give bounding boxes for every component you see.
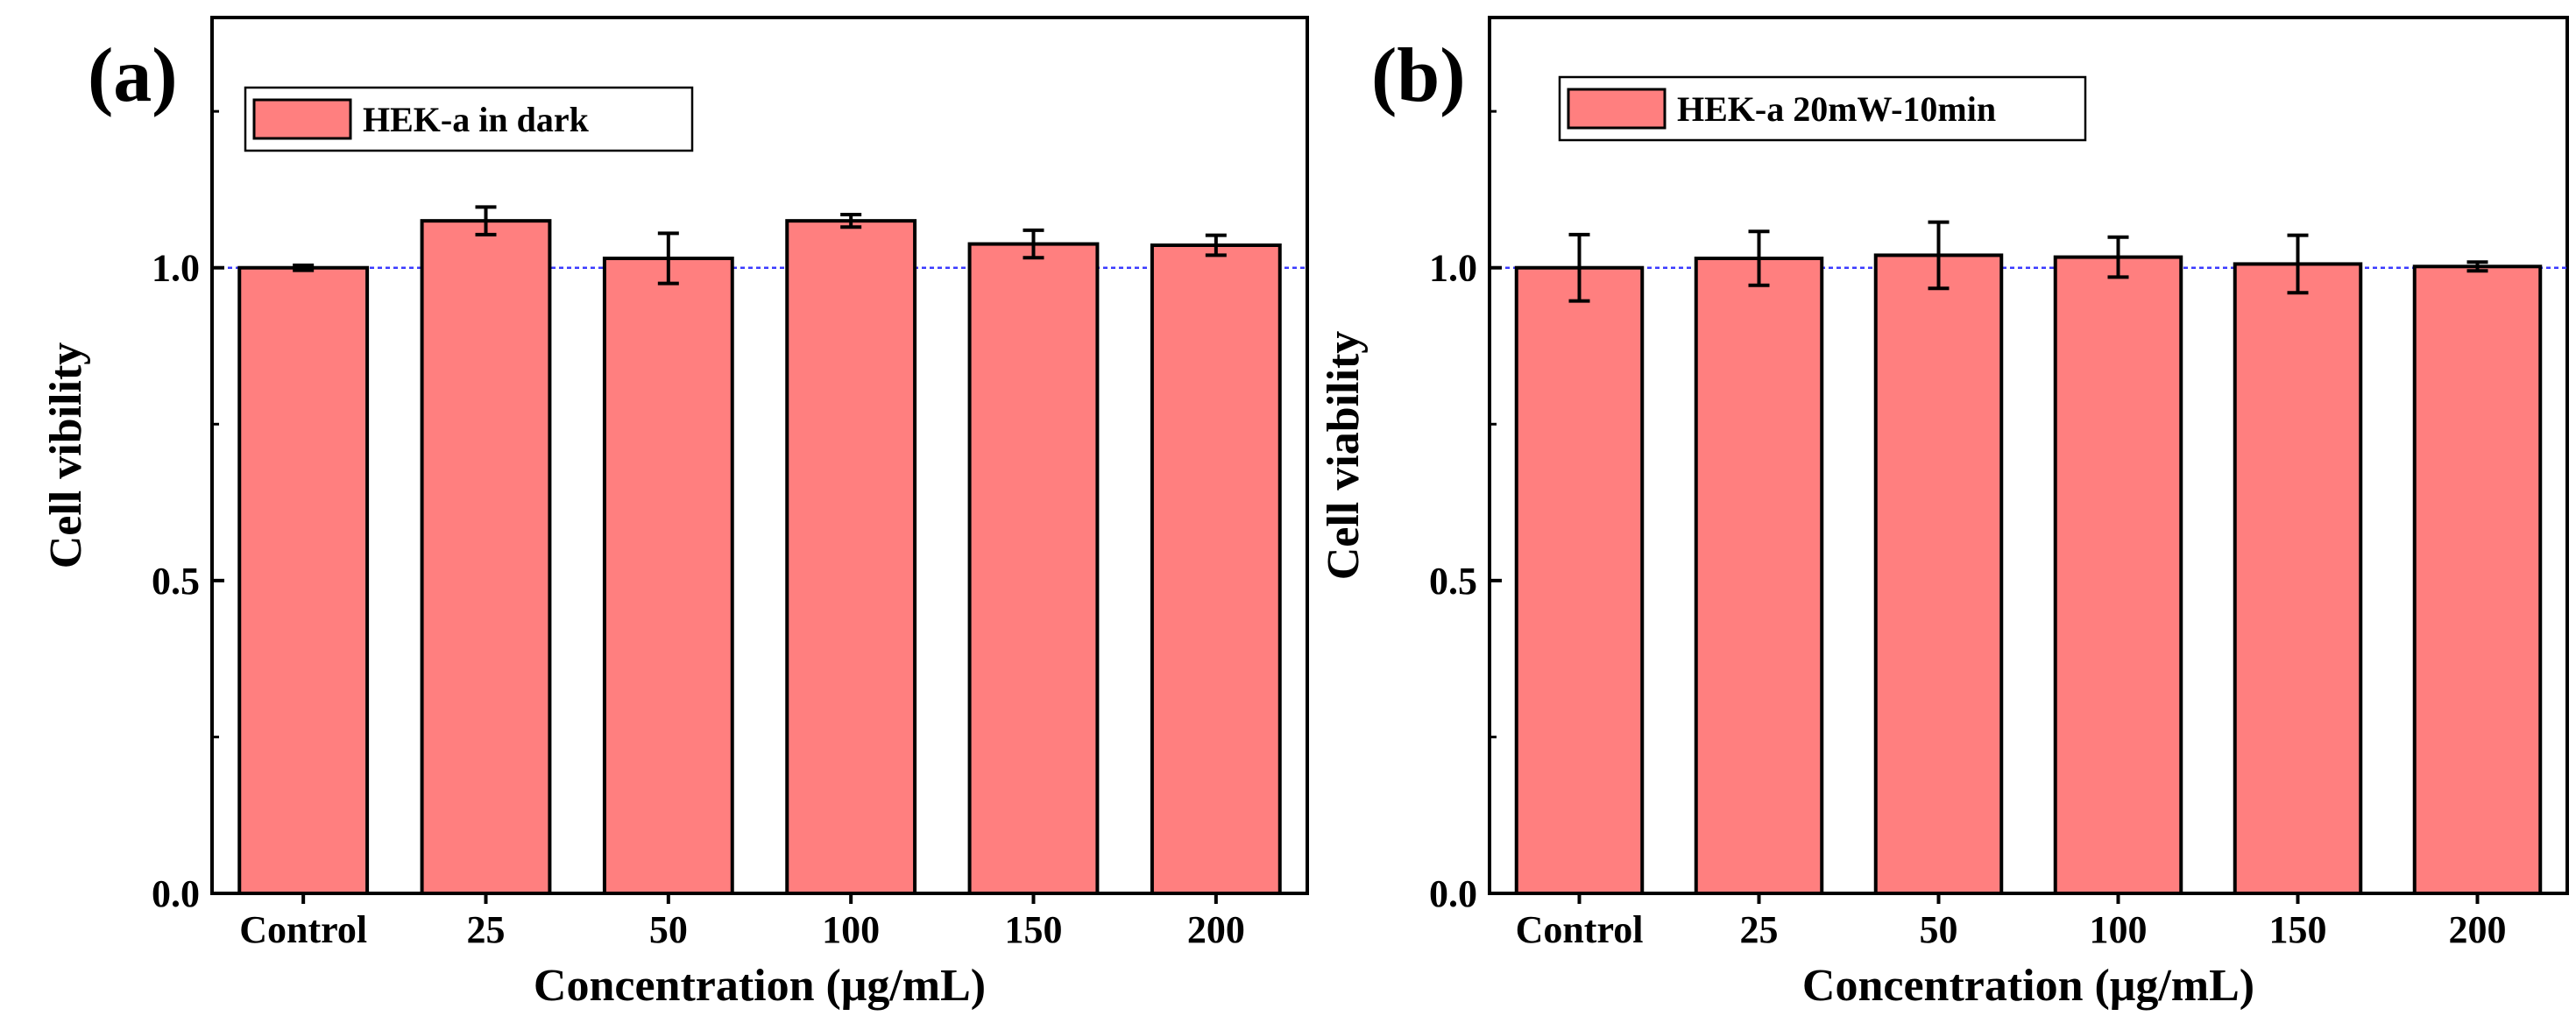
panel-a-legend: HEK-a in dark (244, 86, 694, 152)
panel-a-y-tick-label: 0.0 (152, 872, 200, 915)
panel-a-legend-swatch (252, 98, 352, 140)
panel-b-y-tick-label: 0.5 (1429, 560, 1477, 603)
panel-b-x-axis: Control 25 50 100 150 200 (1516, 893, 2507, 951)
panel-a-y-tick-label: 0.5 (152, 560, 200, 603)
panel-a-bar-200 (1150, 243, 1282, 895)
panel-b-bars (1514, 220, 2543, 896)
panel-b-x-tick-label: 50 (1920, 908, 1958, 951)
panel-b-label: (b) (1371, 33, 1466, 118)
panel-b-bar-control (1514, 265, 1645, 895)
panel-b-x-tick-label: 200 (2449, 908, 2507, 951)
panel-b-y-tick-label: 0.0 (1429, 872, 1477, 915)
panel-a-bar-100 (785, 219, 917, 895)
panel-a-x-axis: Control 25 50 100 150 200 (239, 893, 1245, 951)
panel-a-bar-50 (602, 257, 734, 895)
panel-a-x-tick-label: Control (239, 908, 367, 951)
panel-b-y-axis-title: Cell viability (1319, 331, 1369, 581)
panel-a-bars (237, 205, 1282, 896)
panel-a-x-tick-label: 150 (1005, 908, 1063, 951)
panel-a: (a) 0.0 0.5 1.0 Control 25 50 100 150 200 HEK-a… (41, 16, 1309, 1011)
panel-a-x-tick-label: 200 (1187, 908, 1245, 951)
panel-a-bar-150 (967, 242, 1100, 896)
panel-a-bar-control (237, 265, 370, 895)
panel-b-legend-text: HEK-a 20mW-10min (1677, 89, 1996, 129)
panel-b-legend: HEK-a 20mW-10min (1558, 75, 2087, 142)
panel-b-bar-50 (1873, 253, 2004, 895)
panel-a-x-tick-label: 100 (822, 908, 880, 951)
panel-a-legend-text: HEK-a in dark (363, 100, 590, 139)
panel-a-y-axis-title: Cell vibility (41, 342, 91, 569)
panel-b: (b) 0.0 0.5 1.0 Control 25 50 100 150 200 HEK-a… (1319, 16, 2569, 1011)
panel-b-x-tick-label: Control (1516, 908, 1644, 951)
panel-a-label: (a) (88, 33, 178, 118)
panel-b-x-axis-title: Concentration (μg/mL) (1802, 961, 2254, 1011)
panel-b-x-tick-label: 25 (1740, 908, 1779, 951)
panel-a-x-tick-label: 50 (649, 908, 688, 951)
panel-a-plot-frame (210, 16, 1309, 895)
panel-a-x-tick-label: 25 (467, 908, 506, 951)
panel-a-legend-box (244, 86, 694, 152)
panel-b-x-tick-label: 100 (2090, 908, 2148, 951)
panel-b-legend-swatch (1567, 88, 1667, 130)
panel-b-plot-frame (1488, 16, 2569, 895)
panel-a-y-axis: 0.0 0.5 1.0 (152, 109, 224, 915)
panel-b-x-tick-label: 150 (2269, 908, 2327, 951)
panel-a-bar-25 (420, 219, 552, 895)
panel-b-bar-25 (1694, 257, 1824, 895)
panel-b-bar-100 (2053, 255, 2183, 896)
panel-b-bar-150 (2233, 262, 2363, 895)
panel-b-y-axis: 0.0 0.5 1.0 (1429, 109, 1502, 915)
panel-a-x-axis-title: Concentration (μg/mL) (534, 961, 986, 1011)
panel-b-bar-200 (2412, 265, 2543, 895)
panel-a-y-tick-label: 1.0 (152, 247, 200, 290)
panel-b-y-tick-label: 1.0 (1429, 247, 1477, 290)
